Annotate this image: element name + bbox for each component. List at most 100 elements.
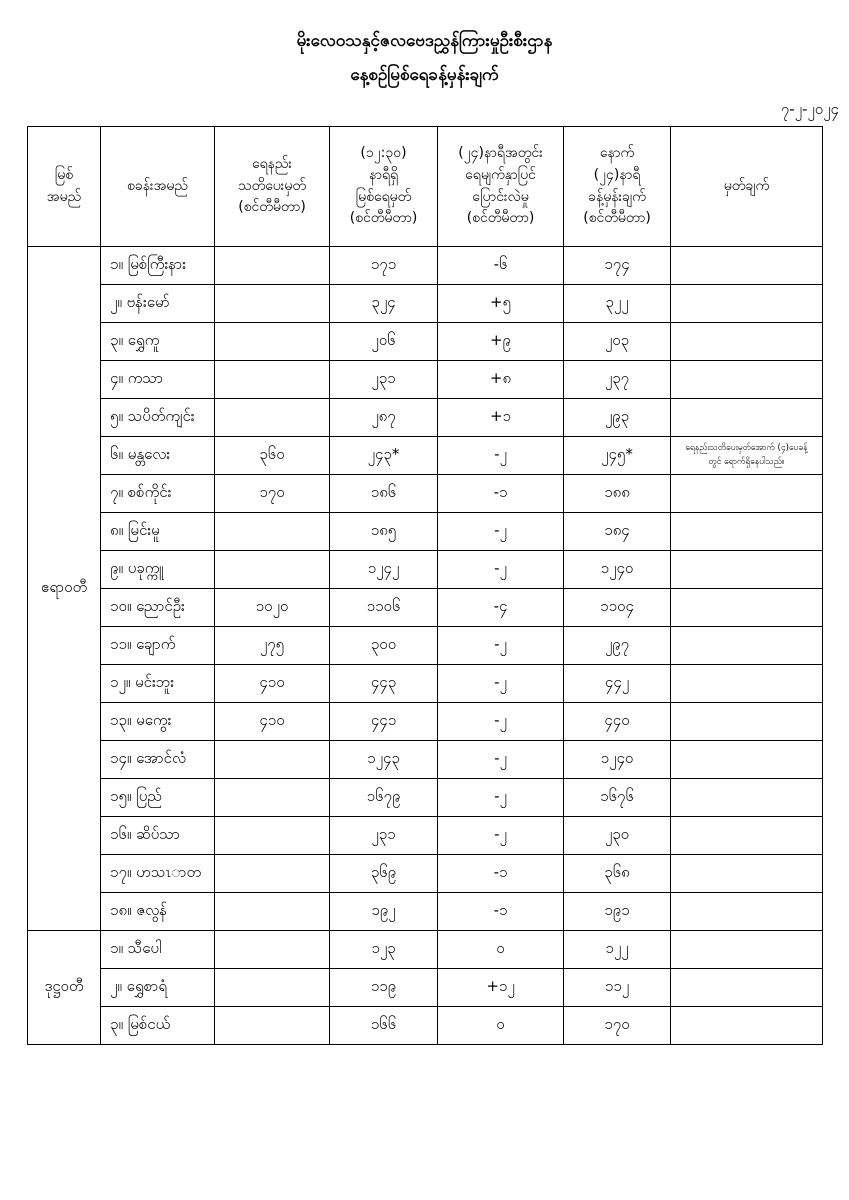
station-name-cell: ၁။ မြစ်ကြီးနား	[100, 246, 215, 285]
station-row: ၁၆။ ဆိပ်သာ ၂၃၁ -၂ ၂၃၀	[28, 816, 823, 855]
water-level-1230-cell: ၁၈၅	[329, 512, 438, 551]
warning-level-cell	[214, 398, 330, 437]
forecast-24h-cell: ၂၉၃	[563, 398, 671, 437]
warning-level-cell	[214, 512, 330, 551]
station-name-cell: ၁၇။ ဟသၤာတ	[100, 854, 215, 893]
remark-cell	[670, 550, 823, 589]
warning-level-cell	[214, 322, 330, 361]
forecast-24h-cell: ၃၂၂	[563, 284, 671, 323]
forecast-24h-cell: ၄၄၂	[563, 664, 671, 703]
water-level-1230-cell: ၁၁၉	[329, 968, 438, 1007]
forecast-24h-cell: ၁၇၀	[563, 1006, 671, 1045]
water-level-1230-cell: ၁၆၇၉	[329, 778, 438, 817]
station-row: ၃။ မြစ်ငယ် ၁၆၆၀၁၇၀	[28, 1006, 823, 1045]
warning-level-cell	[214, 816, 330, 855]
report-date: ၇-၂-၂၀၂၄	[780, 100, 839, 118]
change-24h-cell: -၂	[437, 436, 564, 475]
change-24h-cell: -၂	[437, 550, 564, 589]
station-row: ၁၅။ ပြည် ၁၆၇၉ -၂ ၁၆၇၆	[28, 778, 823, 817]
warning-level-cell	[214, 1006, 330, 1045]
remark-cell	[670, 398, 823, 437]
station-name-cell: ၂။ ရွှေစာရံ	[100, 968, 215, 1007]
change-24h-cell: -၂	[437, 664, 564, 703]
forecast-24h-cell: ၄၄၀	[563, 702, 671, 741]
change-24h-cell: -၂	[437, 740, 564, 779]
station-row: ၂။ ရွှေစာရံ ၁၁၉ +၁၂ ၁၁၂	[28, 968, 823, 1007]
water-level-1230-cell: ၂၈၇	[329, 398, 438, 437]
station-name-cell: ၁၂။ မင်းဘူး	[100, 664, 215, 703]
remark-cell	[670, 930, 823, 969]
change-24h-cell: +၅	[437, 284, 564, 323]
forecast-24h-cell: ၁၁၂	[563, 968, 671, 1007]
remark-cell	[670, 246, 823, 285]
remark-cell	[670, 284, 823, 323]
change-24h-cell: +၁၂	[437, 968, 564, 1007]
station-name-cell: ၈။ မြင်းမူ	[100, 512, 215, 551]
warning-level-cell	[214, 854, 330, 893]
change-24h-cell: +၉	[437, 322, 564, 361]
warning-level-cell	[214, 360, 330, 399]
forecast-24h-cell: ၁၂၄၀	[563, 550, 671, 589]
warning-level-cell: ၄၁၀	[214, 664, 330, 703]
station-row: ၁၁။ ချောက် ၂၇၅ ၃၀၀ -၂ ၂၉၇	[28, 626, 823, 665]
warning-level-cell	[214, 778, 330, 817]
remark-cell	[670, 892, 823, 931]
remark-cell	[670, 626, 823, 665]
change-24h-cell: -၁	[437, 474, 564, 513]
remark-cell	[670, 854, 823, 893]
remark-cell	[670, 360, 823, 399]
station-row: ၇။ စစ်ကိုင်း ၁၇၀ ၁၈၆ -၁ ၁၈၈	[28, 474, 823, 513]
column-header-station: စခန်းအမည်	[100, 126, 215, 247]
change-24h-cell: -၂	[437, 816, 564, 855]
station-row: ၆။ မန္တလေး ၃၆၀ ၂၄၃* -၂ ၂၄၅* ရေနည်းသတိပေးမှတ်အ…	[28, 436, 823, 475]
remark-cell	[670, 968, 823, 1007]
station-row: ၅။ သပိတ်ကျင်း ၂၈၇ +၁ ၂၉၃	[28, 398, 823, 437]
table-body: ဧရာဝတီ ၁။ မြစ်ကြီးနား ၁၇၁ -၆ ၁၇၄ ၂။ ဗန်းမော်၃…	[27, 246, 823, 1045]
remark-cell	[670, 740, 823, 779]
water-level-1230-cell: ၁၁၀၆	[329, 588, 438, 627]
change-24h-cell: ၀	[437, 1006, 564, 1045]
station-row: ၁၄။ အောင်လံ ၁၂၄၃ -၂ ၁၂၄၀	[28, 740, 823, 779]
river-name-cell: ဒုဋ္ဌဝတီ	[27, 930, 101, 1045]
warning-level-cell	[214, 284, 330, 323]
station-row: ၁၃။ မကွေး ၄၁၀ ၄၄၁ -၂ ၄၄၀	[28, 702, 823, 741]
change-24h-cell: -၆	[437, 246, 564, 285]
report-title-line2: နေ့စဉ်မြစ်ရေခန့်မှန်းချက်	[350, 65, 499, 85]
station-name-cell: ၁၅။ ပြည်	[100, 778, 215, 817]
station-name-cell: ၁၁။ ချောက်	[100, 626, 215, 665]
station-row: ဧရာဝတီ ၁။ မြစ်ကြီးနား ၁၇၁ -၆ ၁၇၄	[27, 246, 823, 931]
river-levels-table: မြစ် အမည် စခန်းအမည် ရေနည်း သတိပေးမှတ် (စင်တီမ…	[27, 126, 823, 1045]
forecast-24h-cell: ၂၀၃	[563, 322, 671, 361]
column-header-forecast: နောက် (၂၄)နာရီ ခန့်မှန်းချက် (စင်တီမီတာ)	[563, 126, 671, 247]
station-name-cell: ၁။ သီပေါ	[100, 930, 215, 969]
station-row: ၁၈။ ဇလွန် ၁၉၂ -၁ ၁၉၁	[28, 892, 823, 931]
change-24h-cell: -၄	[437, 588, 564, 627]
change-24h-cell: -၂	[437, 702, 564, 741]
water-level-1230-cell: ၁၈၆	[329, 474, 438, 513]
forecast-24h-cell: ၁၁၀၄	[563, 588, 671, 627]
warning-level-cell	[214, 740, 330, 779]
warning-level-cell	[214, 892, 330, 931]
station-name-cell: ၉။ ပခုက္ကူ	[100, 550, 215, 589]
remark-cell	[670, 702, 823, 741]
station-name-cell: ၁၈။ ဇလွန်	[100, 892, 215, 931]
change-24h-cell: -၂	[437, 778, 564, 817]
column-header-remark: မှတ်ချက်	[670, 126, 823, 247]
forecast-24h-cell: ၂၃၀	[563, 816, 671, 855]
change-24h-cell: -၂	[437, 512, 564, 551]
water-level-1230-cell: ၁၂၃	[329, 930, 438, 969]
station-name-cell: ၁၆။ ဆိပ်သာ	[100, 816, 215, 855]
station-name-cell: ၃။ ရွှေကူ	[100, 322, 215, 361]
water-level-1230-cell: ၁၂၄၂	[329, 550, 438, 589]
station-row: ၄။ ကသာ ၂၃၁ +၈ ၂၃၇	[28, 360, 823, 399]
remark-cell	[670, 778, 823, 817]
forecast-24h-cell: ၁၂၄၀	[563, 740, 671, 779]
river-name-cell: ဧရာဝတီ	[27, 246, 101, 931]
water-level-1230-cell: ၂၀၆	[329, 322, 438, 361]
station-row: ဒုဋ္ဌဝတီ ၁။ သီပေါ ၁၂၃၀၁၂၂	[27, 930, 823, 1045]
station-row: ၂။ ဗန်းမော် ၃၂၄ +၅ ၃၂၂	[28, 284, 823, 323]
column-header-warning: ရေနည်း သတိပေးမှတ် (စင်တီမီတာ)	[214, 126, 330, 247]
warning-level-cell: ၁၇၀	[214, 474, 330, 513]
water-level-1230-cell: ၁၆၆	[329, 1006, 438, 1045]
